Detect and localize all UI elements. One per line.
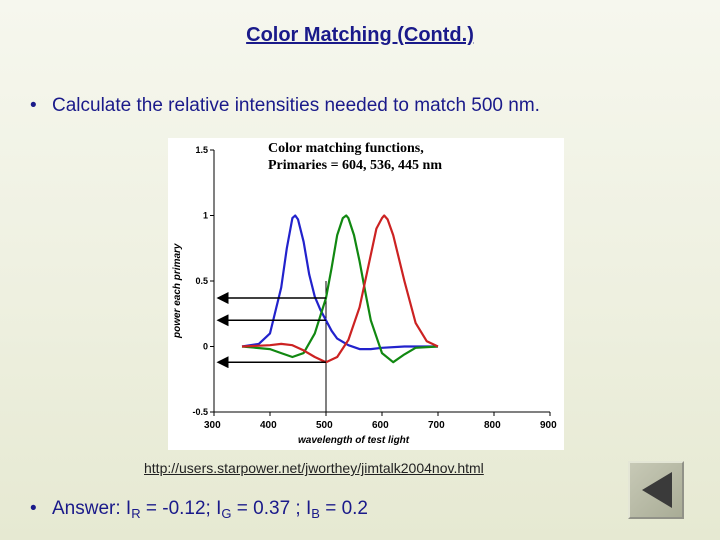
- series-line: [241, 214, 439, 364]
- x-tick-label: 900: [540, 420, 557, 431]
- y-tick-label: 1: [203, 211, 208, 221]
- slide-title: Color Matching (Contd.): [246, 24, 474, 46]
- source-link[interactable]: http://users.starpower.net/jworthey/jimt…: [144, 460, 484, 476]
- x-tick-label: 800: [484, 420, 501, 431]
- x-tick-label: 700: [428, 420, 445, 431]
- bullet-dot: •: [30, 95, 37, 116]
- y-tick-label: -0.5: [192, 407, 208, 417]
- chart-svg: Color matching functions, Primaries = 60…: [168, 138, 564, 450]
- y-tick-label: 0.5: [195, 276, 208, 286]
- bullet-question: • Calculate the relative intensities need…: [30, 95, 540, 117]
- series-line: [241, 214, 438, 351]
- color-matching-chart: Color matching functions, Primaries = 60…: [168, 138, 564, 455]
- answer-b-subscript: B: [311, 506, 320, 521]
- y-axis-label: power each primary: [172, 243, 183, 339]
- back-button[interactable]: [628, 461, 684, 519]
- back-triangle-icon: [642, 472, 672, 508]
- bullet-answer: • Answer: IR = -0.12; IG = 0.37 ; IB = 0.…: [30, 498, 368, 521]
- answer-g-value: = 0.37 ; I: [231, 498, 312, 519]
- y-tick-label: 1.5: [195, 145, 208, 155]
- x-tick-label: 600: [372, 420, 389, 431]
- chart-subtitle: Primaries = 604, 536, 445 nm: [268, 158, 442, 173]
- bullet-question-text: Calculate the relative intensities neede…: [52, 95, 540, 116]
- answer-b-value: = 0.2: [319, 498, 369, 519]
- series-line: [241, 214, 439, 364]
- answer-r-subscript: R: [131, 506, 141, 521]
- x-tick-label: 400: [260, 420, 277, 431]
- chart-title: Color matching functions,: [268, 141, 424, 156]
- answer-prefix: Answer: I: [52, 498, 132, 519]
- x-tick-label: 300: [204, 420, 221, 431]
- bullet-dot: •: [30, 498, 37, 519]
- answer-g-subscript: G: [221, 506, 232, 521]
- x-axis-label: wavelength of test light: [298, 435, 410, 446]
- answer-r-value: = -0.12; I: [140, 498, 222, 519]
- y-tick-label: 0: [203, 342, 208, 352]
- x-tick-label: 500: [316, 420, 333, 431]
